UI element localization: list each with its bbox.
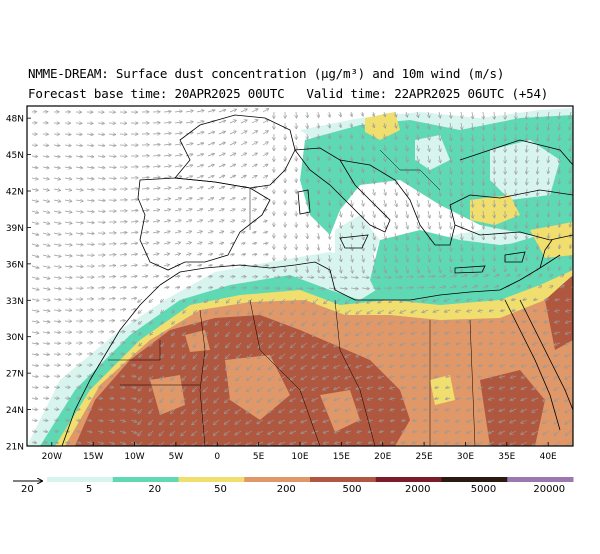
colorbar-swatch — [376, 477, 442, 482]
wind-arrow — [527, 167, 528, 174]
wind-arrow — [43, 365, 49, 366]
colorbar-swatch — [507, 477, 573, 482]
colorbar-swatch — [310, 477, 376, 482]
wind-arrow — [307, 211, 308, 216]
lon-tick-label: 5W — [169, 452, 184, 462]
wind-arrow — [109, 134, 116, 135]
wind-arrow — [527, 145, 528, 152]
wind-arrow — [527, 123, 528, 130]
wind-arrow — [76, 409, 80, 410]
colorbar: 5 20 50 200 500 2000 5000 20000 — [47, 477, 574, 495]
wind-arrow — [285, 288, 291, 289]
lat-tick-label: 45N — [6, 151, 24, 161]
wind-arrow — [527, 156, 528, 163]
wind-arrow — [373, 277, 380, 278]
colorbar-label: 20 — [148, 484, 161, 495]
lat-tick-label: 42N — [6, 188, 24, 198]
wind-arrow — [131, 321, 136, 322]
wind-arrow — [373, 288, 380, 289]
lon-tick-label: 10E — [291, 452, 308, 462]
wind-arrow — [307, 200, 308, 205]
lat-tick-label: 21N — [6, 443, 24, 453]
wind-arrow — [109, 178, 116, 179]
wind-arrow — [65, 409, 69, 410]
wind-arrow — [109, 167, 116, 168]
lon-tick-label: 20W — [42, 452, 62, 462]
wind-arrow — [131, 200, 138, 201]
lat-tick-label: 33N — [6, 297, 24, 307]
wind-arrow — [307, 134, 308, 139]
wind-arrow — [527, 134, 528, 141]
colorbar-swatch — [113, 477, 179, 482]
colorbar-label: 2000 — [405, 484, 430, 495]
colorbar-label: 5 — [86, 484, 92, 495]
lon-tick-label: 15W — [83, 452, 103, 462]
lon-tick-label: 30E — [457, 452, 474, 462]
wind-arrow — [76, 134, 82, 135]
wind-arrow — [538, 255, 539, 260]
lon-tick-label: 5E — [253, 452, 265, 462]
wind-arrow — [98, 134, 104, 135]
wind-arrow — [87, 244, 94, 245]
wind-arrow — [153, 145, 160, 146]
wind-arrow — [120, 321, 125, 322]
wind-arrow — [65, 299, 72, 300]
colorbar-swatch — [47, 477, 113, 482]
wind-arrow — [98, 398, 102, 399]
wind-arrow — [109, 321, 114, 322]
lat-tick-label: 39N — [6, 224, 24, 234]
wind-arrow — [219, 288, 224, 289]
colorbar-label: 200 — [277, 484, 296, 495]
lon-tick-label: 40E — [540, 452, 557, 462]
wind-reference-label: 20 — [21, 484, 34, 495]
colorbar-label: 50 — [214, 484, 227, 495]
lat-tick-label: 27N — [6, 370, 24, 380]
lon-tick-label: 35E — [498, 452, 515, 462]
wind-arrow — [109, 145, 116, 146]
colorbar-swatch — [442, 477, 508, 482]
wind-arrow — [307, 222, 308, 227]
colorbar-label: 5000 — [471, 484, 496, 495]
lon-tick-label: 15E — [333, 452, 350, 462]
wind-arrow — [98, 211, 105, 212]
wind-arrow — [43, 145, 48, 146]
colorbar-label: 500 — [342, 484, 361, 495]
wind-arrow — [54, 409, 59, 410]
wind-arrow — [43, 398, 48, 399]
lat-tick-label: 24N — [6, 406, 24, 416]
wind-arrow — [241, 277, 246, 278]
wind-arrow — [65, 134, 71, 135]
wind-arrow — [307, 123, 308, 128]
colorbar-swatch — [179, 477, 245, 482]
wind-arrow — [263, 266, 268, 267]
wind-arrow — [109, 266, 116, 267]
wind-arrow — [120, 233, 127, 234]
wind-arrow — [43, 376, 49, 377]
wind-arrow — [527, 112, 528, 119]
colorbar-label: 20000 — [533, 484, 565, 495]
lon-tick-label: 25E — [416, 452, 433, 462]
wind-arrow — [307, 277, 313, 278]
wind-arrow — [109, 156, 116, 157]
colorbar-swatch — [244, 477, 310, 482]
wind-arrow — [120, 387, 125, 388]
wind-arrow — [54, 332, 60, 333]
lat-tick-label: 36N — [6, 260, 24, 270]
lat-tick-label: 48N — [6, 115, 24, 125]
lon-tick-label: 20E — [374, 452, 391, 462]
lat-tick-label: 30N — [6, 333, 24, 343]
wind-arrow — [43, 387, 49, 388]
lon-tick-label: 10W — [124, 452, 144, 462]
lon-tick-label: 0 — [214, 452, 220, 462]
